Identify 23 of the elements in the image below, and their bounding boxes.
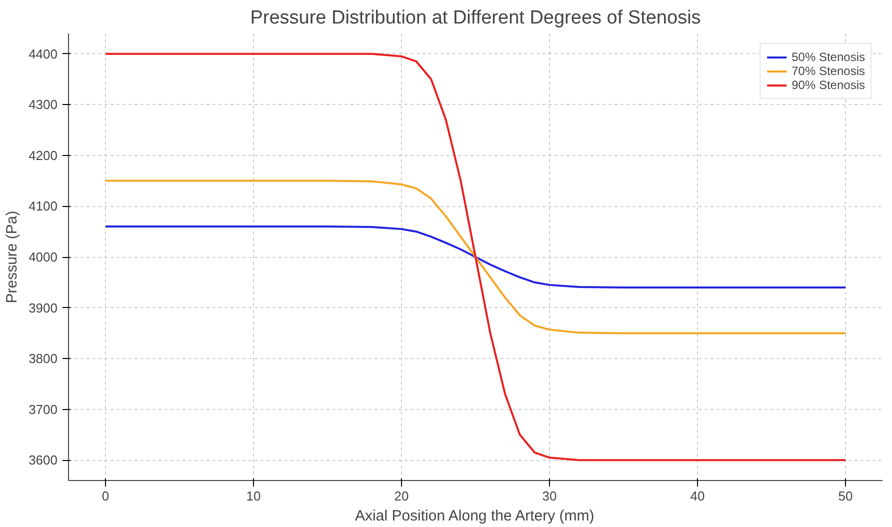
y-tick-label: 4300 — [28, 97, 58, 112]
x-axis-title: Axial Position Along the Artery (mm) — [355, 508, 594, 524]
y-tick-label: 4200 — [28, 148, 58, 163]
x-tick-label: 50 — [838, 488, 853, 504]
x-tick-label: 0 — [102, 488, 110, 504]
chart-title: Pressure Distribution at Different Degrees of Stenosis — [250, 8, 701, 28]
x-tick-label: 30 — [542, 488, 557, 504]
x-tick-label: 40 — [690, 488, 705, 504]
y-axis-title: Pressure (Pa) — [4, 210, 21, 304]
legend-label: 90% Stenosis — [792, 78, 865, 92]
x-tick-label: 10 — [246, 488, 261, 504]
y-tick-label: 3700 — [28, 402, 58, 417]
y-tick-label: 4000 — [28, 250, 58, 264]
y-tick-label: 4100 — [28, 198, 58, 214]
line-series — [104, 180, 846, 334]
y-tick-label: 3900 — [28, 300, 58, 316]
x-tick-label: 20 — [394, 488, 409, 504]
legend-label: 70% Stenosis — [792, 64, 865, 78]
y-tick-label: 4400 — [28, 46, 58, 62]
legend-label: 50% Stenosis — [792, 50, 865, 64]
y-tick-label: 3800 — [28, 351, 58, 366]
y-tick-label: 3600 — [28, 452, 58, 468]
line-series — [104, 226, 846, 288]
